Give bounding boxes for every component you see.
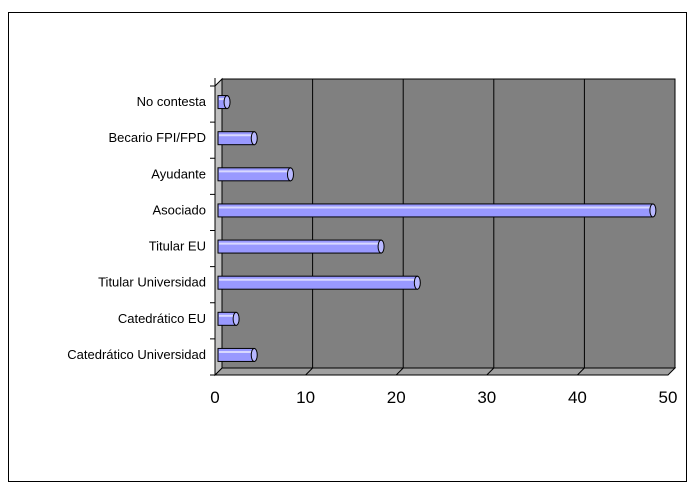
- category-label-3: Titular EU: [149, 239, 206, 254]
- x-tick-label-5: 50: [659, 388, 678, 407]
- bar-5: [217, 167, 294, 182]
- category-label-4: Asociado: [153, 202, 206, 217]
- category-label-5: Ayudante: [151, 166, 206, 181]
- plot-wall: [221, 78, 676, 369]
- category-label-2: Titular Universidad: [98, 275, 206, 290]
- bar-7: [217, 95, 231, 110]
- category-label-6: Becario FPI/FPD: [108, 130, 206, 145]
- gridline-floor-1: [305, 367, 313, 376]
- x-tick-label-1: 10: [296, 388, 315, 407]
- category-label-1: Catedrático EU: [118, 311, 206, 326]
- gridline-floor-4: [577, 367, 585, 376]
- bar-3: [217, 239, 385, 254]
- gridline-floor-2: [395, 367, 404, 376]
- plot-floor: [213, 367, 677, 376]
- x-tick-label-4: 40: [568, 388, 587, 407]
- bar-6: [217, 131, 258, 146]
- x-tick-label-2: 20: [387, 388, 406, 407]
- category-label-7: No contesta: [137, 94, 207, 109]
- bar-2: [217, 275, 421, 290]
- x-tick-label-0: 0: [210, 388, 219, 407]
- category-label-0: Catedrático Universidad: [67, 347, 206, 362]
- gridline-floor-3: [486, 367, 495, 376]
- bar-0: [217, 347, 258, 362]
- plot-side-wall: [214, 77, 223, 377]
- bar-4: [217, 203, 657, 218]
- bar-1: [217, 311, 240, 326]
- x-tick-label-3: 30: [477, 388, 496, 407]
